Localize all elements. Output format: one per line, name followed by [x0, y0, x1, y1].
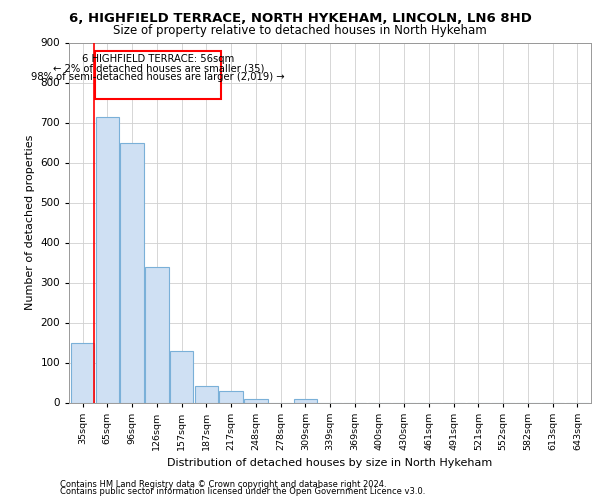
Bar	[194, 386, 218, 402]
Bar	[293, 398, 317, 402]
Text: Size of property relative to detached houses in North Hykeham: Size of property relative to detached ho…	[113, 24, 487, 37]
Bar	[145, 266, 169, 402]
Text: 98% of semi-detached houses are larger (2,019) →: 98% of semi-detached houses are larger (…	[31, 72, 285, 82]
Bar	[71, 342, 94, 402]
Text: Contains HM Land Registry data © Crown copyright and database right 2024.: Contains HM Land Registry data © Crown c…	[60, 480, 386, 489]
X-axis label: Distribution of detached houses by size in North Hykeham: Distribution of detached houses by size …	[167, 458, 493, 468]
Bar	[244, 398, 268, 402]
Bar	[121, 142, 144, 402]
Y-axis label: Number of detached properties: Number of detached properties	[25, 135, 35, 310]
Text: Contains public sector information licensed under the Open Government Licence v3: Contains public sector information licen…	[60, 488, 425, 496]
Bar	[95, 116, 119, 403]
Text: 6, HIGHFIELD TERRACE, NORTH HYKEHAM, LINCOLN, LN6 8HD: 6, HIGHFIELD TERRACE, NORTH HYKEHAM, LIN…	[68, 12, 532, 25]
Bar	[219, 392, 243, 402]
Bar	[170, 352, 193, 403]
Text: 6 HIGHFIELD TERRACE: 56sqm: 6 HIGHFIELD TERRACE: 56sqm	[82, 54, 235, 64]
Text: ← 2% of detached houses are smaller (35): ← 2% of detached houses are smaller (35)	[53, 64, 264, 74]
FancyBboxPatch shape	[95, 50, 221, 98]
